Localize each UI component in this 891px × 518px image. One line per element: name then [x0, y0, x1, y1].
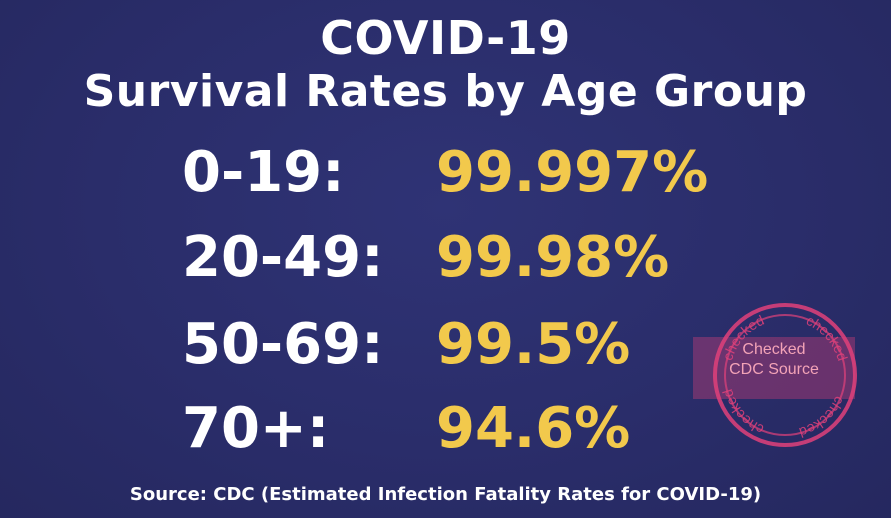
title-line-1: COVID-19 [320, 11, 571, 65]
stamp-label: Checked CDC Source [698, 340, 850, 380]
stamp-graphic: checked checked checked checked [693, 303, 857, 447]
source-caption: Source: CDC (Estimated Infection Fatalit… [129, 484, 762, 505]
survival-rate-value: 99.98% [436, 225, 670, 290]
stamp-label-line-2: CDC Source [729, 361, 819, 378]
title-line-2: Survival Rates by Age Group [83, 66, 808, 117]
age-group-label: 70+: [182, 396, 330, 461]
age-row: 50-69: 99.5% [0, 309, 891, 381]
survival-rate-value: 94.6% [436, 396, 631, 461]
survival-rate-value: 99.997% [436, 140, 709, 205]
age-group-label: 50-69: [182, 312, 384, 377]
survival-rate-value: 99.5% [436, 312, 631, 377]
age-row: 20-49: 99.98% [0, 222, 891, 294]
age-group-label: 20-49: [182, 225, 384, 290]
age-group-label: 0-19: [182, 140, 345, 205]
age-row: 70+: 94.6% [0, 393, 891, 465]
stamp-label-line-1: Checked [742, 341, 806, 358]
age-row: 0-19: 99.997% [0, 137, 891, 209]
checked-stamp: checked checked checked checked Checked … [690, 280, 880, 470]
